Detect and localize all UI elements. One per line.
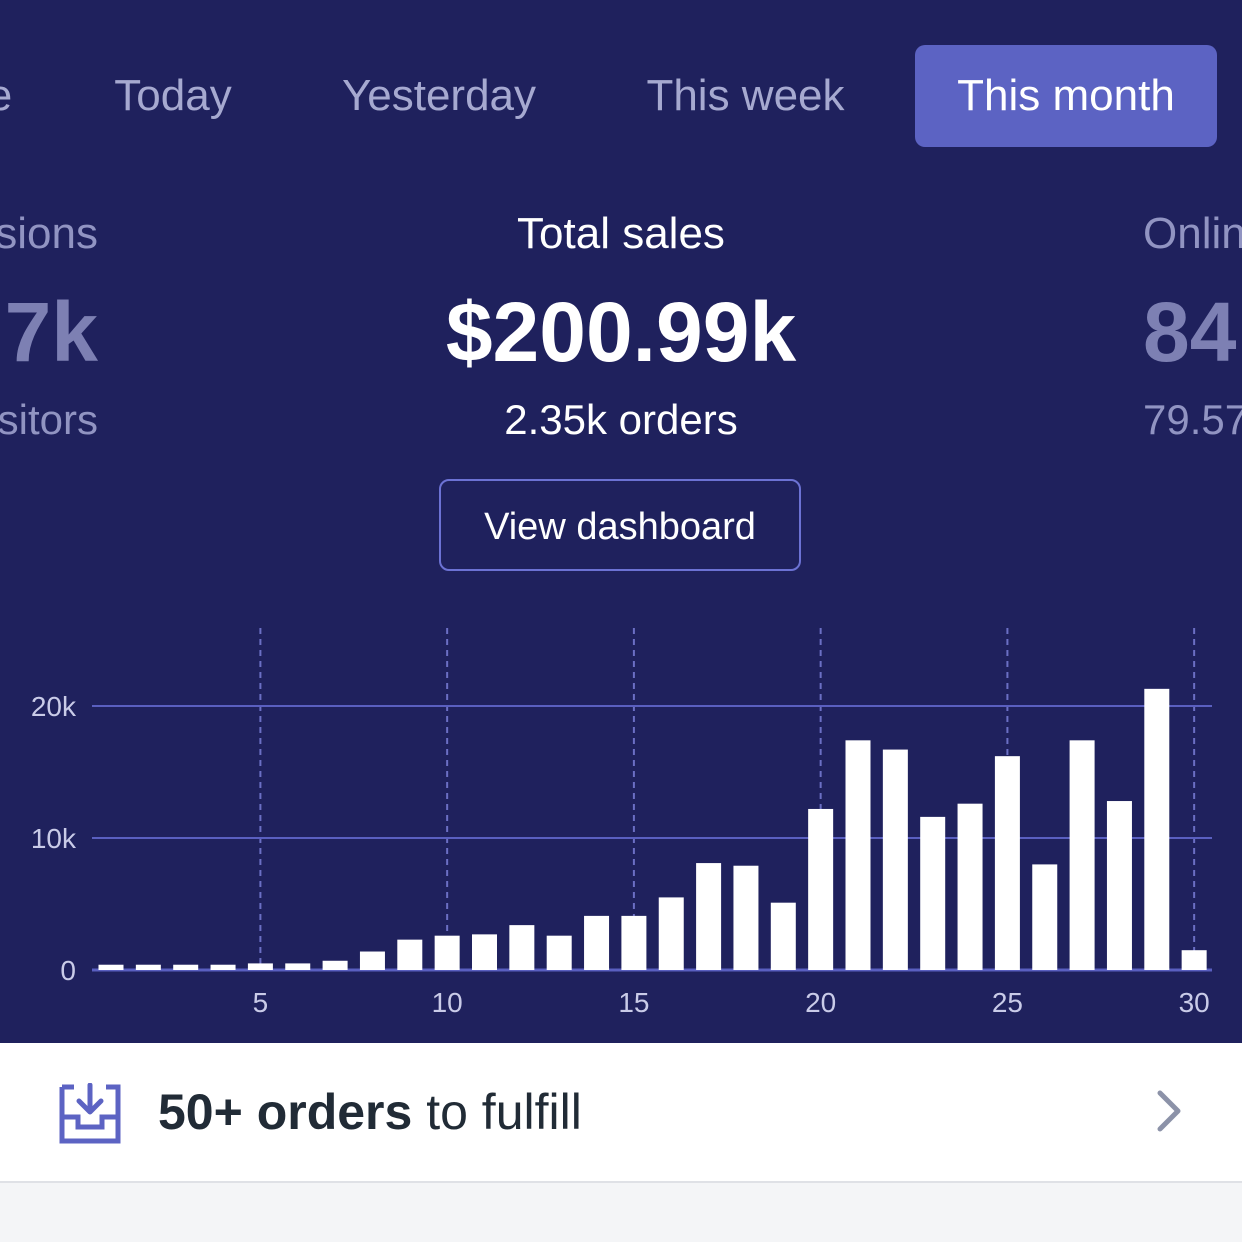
bar-day-8[interactable]: [359, 951, 385, 970]
x-tick-label: 30: [1179, 987, 1210, 1018]
orders-rest-text: to fulfill: [412, 1084, 582, 1140]
bar-day-16[interactable]: [658, 897, 684, 970]
bar-day-29[interactable]: [1144, 688, 1170, 970]
x-tick-label: 25: [992, 987, 1023, 1018]
bar-day-23[interactable]: [920, 816, 946, 970]
bar-day-27[interactable]: [1069, 740, 1095, 970]
bar-day-19[interactable]: [770, 902, 796, 970]
bar-day-30[interactable]: [1181, 950, 1207, 970]
x-tick-label: 5: [253, 987, 269, 1018]
metric-label: sions: [0, 209, 98, 258]
view-dashboard-button[interactable]: View dashboard: [439, 479, 801, 571]
bar-day-6[interactable]: [285, 963, 311, 970]
metric-sessions-partial[interactable]: sions 7k sitors: [0, 208, 98, 446]
tab-partial-left[interactable]: e: [0, 45, 30, 147]
sales-bar-chart: 0 10k 20k 5 10 15 20 25 30: [31, 628, 1212, 1018]
bar-day-21[interactable]: [845, 740, 871, 970]
bar-day-3[interactable]: [173, 964, 199, 970]
orders-count-text: 50+ orders: [158, 1084, 413, 1140]
bar-day-24[interactable]: [957, 803, 983, 970]
metric-value: $200.99k: [445, 285, 797, 379]
x-tick-label: 20: [805, 987, 836, 1018]
inbox-download-icon: [59, 1083, 121, 1144]
y-tick-label: 10k: [31, 823, 77, 854]
chevron-right-icon: [1157, 1090, 1181, 1132]
bar-day-1[interactable]: [98, 964, 124, 970]
metric-value: 7k: [4, 285, 98, 379]
bar-day-13[interactable]: [546, 935, 572, 970]
bar-day-5[interactable]: [247, 963, 273, 970]
tab-yesterday[interactable]: Yesterday: [341, 71, 537, 120]
bar-day-26[interactable]: [1032, 864, 1058, 970]
bar-day-14[interactable]: [584, 915, 610, 970]
metric-label: Total sales: [517, 209, 725, 258]
bar-day-2[interactable]: [135, 964, 161, 970]
metric-total-sales[interactable]: Total sales $200.99k 2.35k orders: [371, 208, 871, 446]
bar-day-25[interactable]: [994, 756, 1020, 970]
tab-this-month[interactable]: This month: [915, 45, 1217, 147]
bar-day-10[interactable]: [434, 935, 460, 970]
bar-day-12[interactable]: [509, 925, 535, 970]
y-tick-label: 20k: [31, 691, 77, 722]
y-tick-label: 0: [60, 955, 76, 986]
metric-label: Onlin: [1143, 209, 1242, 258]
metric-online-partial[interactable]: Onlin 84 79.57: [1143, 208, 1242, 446]
bar-day-18[interactable]: [733, 865, 759, 970]
bar-day-11[interactable]: [472, 934, 497, 970]
analytics-hero: e Today Yesterday This week This month s…: [0, 0, 1242, 1043]
orders-to-fulfill-row[interactable]: 50+ orders to fulfill: [0, 1043, 1242, 1183]
bar-day-17[interactable]: [696, 863, 722, 970]
bar-day-22[interactable]: [882, 749, 908, 970]
bar-day-15[interactable]: [621, 915, 647, 970]
bar-day-7[interactable]: [322, 960, 348, 970]
x-tick-label: 10: [432, 987, 463, 1018]
tab-this-week[interactable]: This week: [646, 71, 845, 120]
metric-sub: sitors: [0, 396, 98, 443]
date-range-tabs: e Today Yesterday This week This month: [0, 0, 1242, 190]
bar-day-4[interactable]: [210, 964, 236, 970]
bar-day-9[interactable]: [397, 939, 423, 970]
metric-sub: 79.57: [1143, 396, 1242, 443]
tab-today[interactable]: Today: [114, 71, 232, 120]
metric-sub: 2.35k orders: [504, 396, 738, 443]
orders-to-fulfill-text: 50+ orders to fulfill: [158, 1081, 582, 1143]
bar-day-20[interactable]: [808, 808, 834, 970]
metric-value: 84: [1143, 285, 1237, 379]
x-tick-label: 15: [618, 987, 649, 1018]
bar-day-28[interactable]: [1106, 801, 1132, 970]
